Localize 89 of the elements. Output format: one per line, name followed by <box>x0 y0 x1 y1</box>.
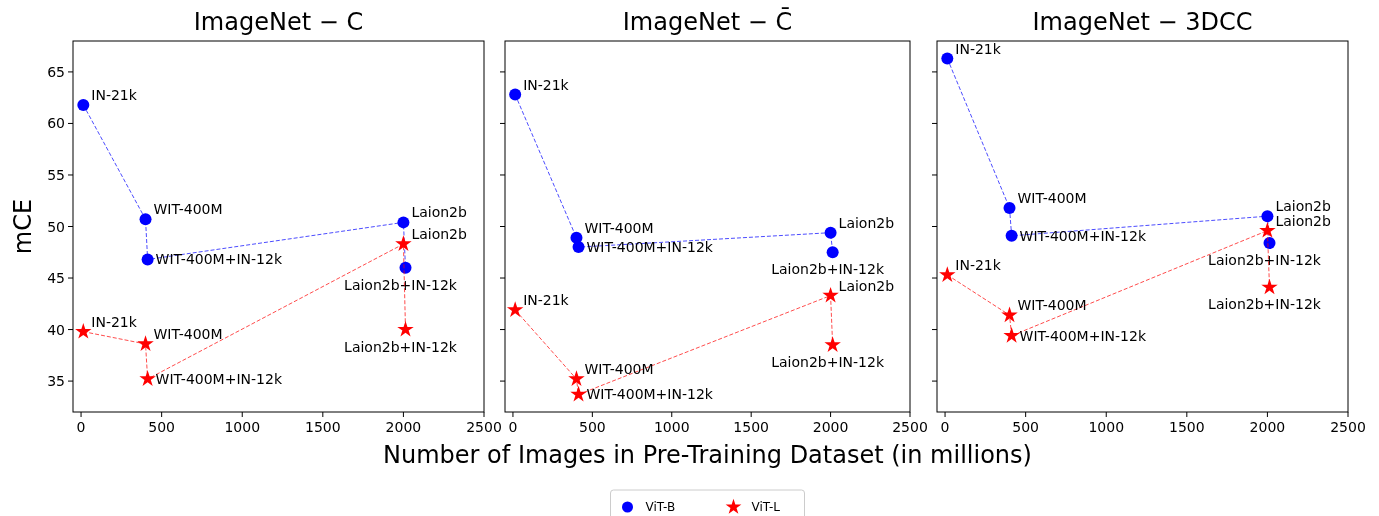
x-tick-label: 500 <box>578 419 606 435</box>
point <box>397 320 414 337</box>
point <box>141 253 154 266</box>
x-tick-label: 2500 <box>466 419 502 435</box>
point <box>1259 221 1276 238</box>
x-tick-label: 1500 <box>1169 419 1205 435</box>
data-label: Laion2b+IN-12k <box>771 261 885 278</box>
data-label: IN-21k <box>91 313 138 330</box>
x-tick-label: 2000 <box>385 419 422 435</box>
y-axis-title: mCE <box>9 198 37 255</box>
point <box>509 88 522 101</box>
point <box>397 216 410 229</box>
data-label: WIT-400M <box>153 325 223 342</box>
y-tick-label: 45 <box>47 270 65 287</box>
x-tick-label: 1000 <box>1088 419 1125 435</box>
x-tick-label: 1500 <box>733 419 769 435</box>
point <box>506 301 524 317</box>
data-label: Laion2b+IN-12k <box>1208 296 1322 313</box>
point <box>1005 229 1018 242</box>
x-tick-label: 2000 <box>1249 419 1286 435</box>
point <box>822 286 839 303</box>
data-label: IN-21k <box>523 76 570 93</box>
point <box>824 336 841 353</box>
point <box>1001 306 1018 323</box>
data-label: Laion2b+IN-12k <box>1208 251 1322 268</box>
y-tick-label: 50 <box>47 218 65 235</box>
x-tick-label: 2000 <box>812 419 849 435</box>
data-label: WIT-400M+IN-12k <box>586 386 714 403</box>
data-label: IN-21k <box>955 40 1002 57</box>
chart-title: ImageNet − C <box>193 8 364 36</box>
x-axis-title: Number of Images in Pre-Training Dataset (in millions) <box>383 441 1032 469</box>
data-label: WIT-400M <box>153 201 223 218</box>
point <box>826 246 839 259</box>
data-label: WIT-400M+IN-12k <box>586 239 714 256</box>
point <box>395 235 412 252</box>
data-label: WIT-400M+IN-12k <box>155 371 283 388</box>
data-label: IN-21k <box>955 256 1002 273</box>
point <box>1003 327 1020 343</box>
data-label: WIT-400M+IN-12k <box>1019 227 1147 244</box>
point <box>568 370 585 387</box>
legend-label: ViT-L <box>751 500 781 514</box>
point <box>1003 201 1016 214</box>
point <box>75 322 92 339</box>
point <box>572 241 585 254</box>
data-label: Laion2b <box>1275 198 1332 215</box>
data-label: WIT-400M <box>584 361 654 378</box>
data-label: WIT-400M+IN-12k <box>155 251 283 268</box>
x-tick-label: 0 <box>940 419 950 435</box>
y-tick-label: 65 <box>47 63 65 80</box>
point <box>1261 278 1278 295</box>
x-tick-label: 500 <box>1012 419 1040 435</box>
chart-title: ImageNet − 3DCC <box>1032 8 1253 36</box>
legend-label: ViT-B <box>645 500 676 514</box>
data-label: Laion2b <box>411 204 468 221</box>
point <box>137 335 154 351</box>
x-tick-label: 500 <box>148 419 176 435</box>
chart-title: ImageNet − C̄ <box>622 6 793 36</box>
y-tick-label: 40 <box>47 321 65 338</box>
x-tick-label: 1000 <box>653 419 690 435</box>
point <box>77 98 90 111</box>
y-tick-label: 55 <box>47 166 65 183</box>
x-tick-label: 0 <box>508 419 518 435</box>
y-tick-label: 35 <box>47 373 65 390</box>
data-label: IN-21k <box>523 291 570 308</box>
data-label: Laion2b <box>411 226 468 243</box>
point <box>1261 210 1274 223</box>
x-tick-label: 1000 <box>224 419 261 435</box>
point <box>941 52 954 65</box>
data-label: WIT-400M <box>1017 297 1087 314</box>
data-label: WIT-400M <box>1017 189 1087 206</box>
x-tick-label: 0 <box>76 419 86 435</box>
data-label: IN-21k <box>91 86 138 103</box>
point <box>824 226 837 239</box>
x-tick-label: 2500 <box>1330 419 1366 435</box>
point <box>939 266 956 282</box>
data-label: WIT-400M+IN-12k <box>1019 327 1147 344</box>
x-tick-label: 2500 <box>892 419 928 435</box>
data-label: Laion2b <box>838 277 895 294</box>
data-label: Laion2b+IN-12k <box>344 276 458 293</box>
x-tick-label: 1500 <box>305 419 341 435</box>
data-label: Laion2b+IN-12k <box>771 354 885 371</box>
point <box>139 213 152 226</box>
data-label: Laion2b <box>838 214 895 231</box>
data-label: WIT-400M <box>584 219 654 236</box>
y-tick-label: 60 <box>47 115 65 132</box>
point <box>139 370 156 387</box>
data-label: Laion2b+IN-12k <box>344 338 458 355</box>
data-label: Laion2b <box>1275 212 1332 229</box>
point <box>570 385 587 402</box>
